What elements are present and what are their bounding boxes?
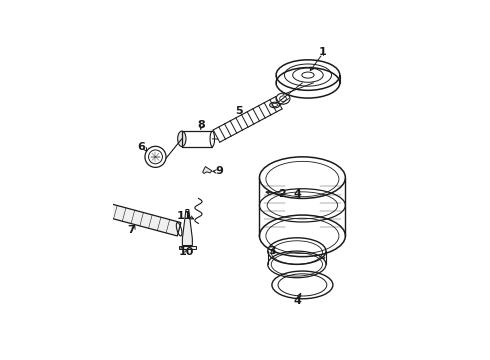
- Text: 8: 8: [197, 120, 205, 130]
- Polygon shape: [203, 167, 212, 174]
- Text: 9: 9: [215, 166, 223, 176]
- Text: 11: 11: [177, 211, 193, 221]
- Text: 6: 6: [138, 142, 146, 152]
- Text: 4: 4: [294, 189, 302, 199]
- Text: 4: 4: [294, 296, 302, 306]
- Polygon shape: [102, 202, 181, 236]
- Polygon shape: [179, 246, 196, 249]
- Text: 10: 10: [179, 247, 195, 257]
- Text: 7: 7: [127, 225, 135, 235]
- Ellipse shape: [178, 131, 186, 147]
- Polygon shape: [182, 210, 193, 246]
- Text: 5: 5: [235, 106, 243, 116]
- Text: 1: 1: [319, 47, 326, 57]
- Text: 3: 3: [268, 246, 276, 256]
- Text: 2: 2: [278, 189, 286, 199]
